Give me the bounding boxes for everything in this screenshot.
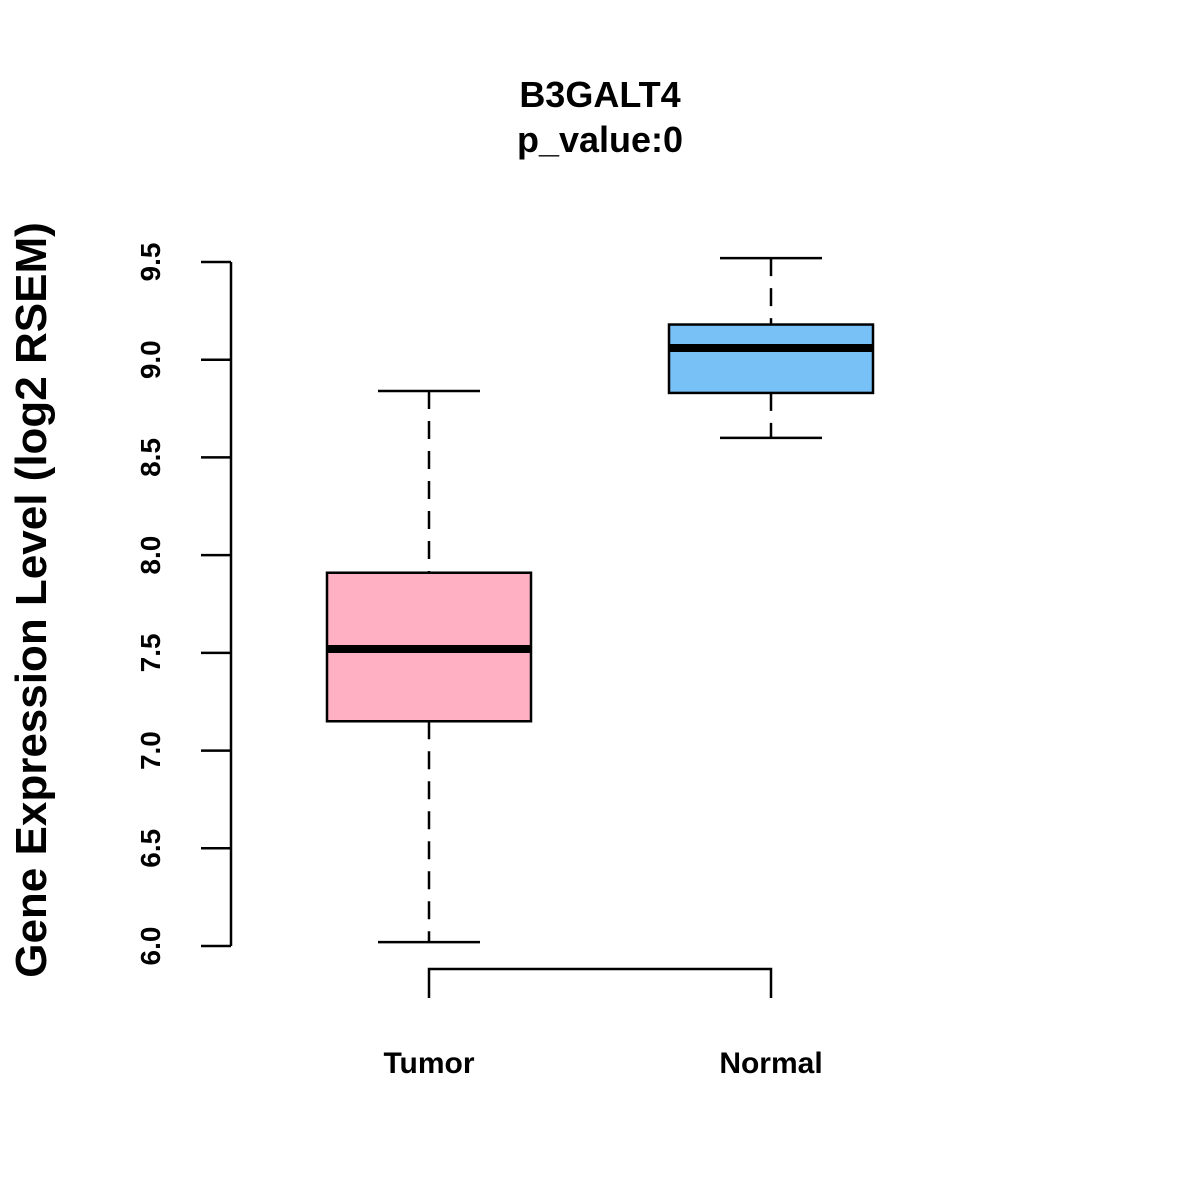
y-axis-label: Gene Expression Level (log2 RSEM) (7, 222, 56, 978)
y-tick-label: 7.0 (135, 731, 166, 770)
boxes (325, 256, 875, 944)
x-axis-labels: Tumor Normal (383, 1047, 822, 1080)
y-tick-label: 6.5 (135, 829, 166, 868)
y-tick-label: 7.5 (135, 633, 166, 672)
interquartile-box (667, 323, 875, 395)
y-tick-label: 9.0 (135, 340, 166, 379)
comparison-bracket (427, 967, 773, 998)
y-tick-label: 8.5 (135, 438, 166, 477)
category-label-tumor: Tumor (383, 1047, 474, 1080)
y-tick-label: 8.0 (135, 536, 166, 575)
chart-title: B3GALT4 (519, 74, 680, 115)
box-normal (667, 256, 875, 440)
bracket-line (427, 967, 773, 998)
y-axis: 6.0 6.5 7.0 7.5 8.0 8.5 9.0 9.5 (135, 243, 233, 966)
category-label-normal: Normal (719, 1047, 822, 1080)
y-tick-label: 6.0 (135, 927, 166, 966)
box-tumor (325, 389, 533, 944)
y-tick-label: 9.5 (135, 243, 166, 282)
chart-subtitle: p_value:0 (517, 119, 683, 160)
